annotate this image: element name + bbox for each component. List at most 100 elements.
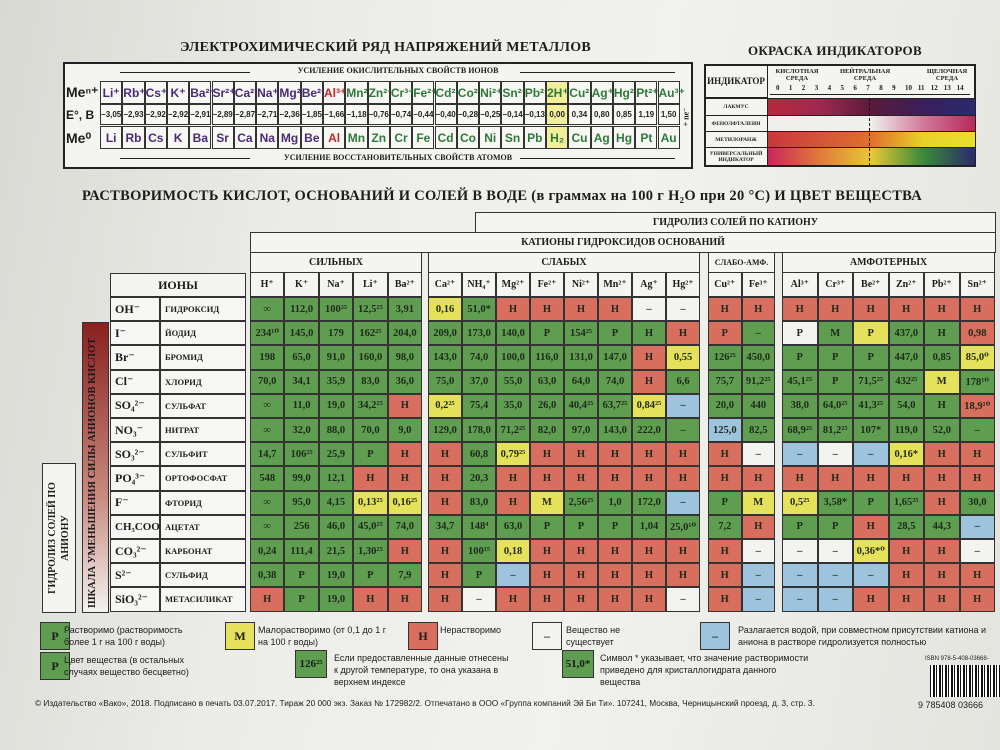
solubility-cell: Н: [632, 345, 666, 370]
solubility-cell: 82,5: [741, 418, 775, 443]
solubility-cell: Н: [496, 466, 530, 491]
solubility-cell: 70,0: [250, 369, 285, 394]
solubility-cell: 25,9: [318, 442, 354, 467]
solubility-cell: Н: [250, 587, 285, 612]
hydrolysis-cation-header: ГИДРОЛИЗ СОЛЕЙ ПО КАТИОНУ: [475, 212, 996, 233]
solubility-cell: 68,9²⁵: [782, 418, 818, 443]
solubility-cell: 55,0: [496, 369, 530, 394]
ion-cell: Mn²⁺: [345, 81, 374, 104]
solubility-cell: 19,0: [318, 563, 354, 588]
solubility-cell: Р: [462, 563, 496, 588]
solubility-cell: 45,0²⁵: [353, 514, 388, 539]
solubility-cell: 20,3: [462, 466, 496, 491]
anion-formula: CH₃COO⁻: [110, 514, 166, 539]
anion-name: МЕТАСИЛИКАТ: [160, 587, 246, 612]
solubility-cell: 12,5²⁵: [353, 297, 388, 322]
solubility-cell: 0,13²⁵: [353, 490, 388, 515]
solubility-cell: Н: [959, 587, 995, 612]
arrow-line: [120, 72, 250, 73]
solubility-cell: 63,0: [496, 514, 530, 539]
ph-tick: 8: [879, 84, 883, 92]
ion-cell: Pb²⁺: [523, 81, 550, 104]
ph-tick: 2: [801, 84, 806, 92]
potential-cell: −2,92: [166, 104, 190, 125]
solubility-cell: 34,1: [284, 369, 319, 394]
electron-label: + ne⁻: [681, 107, 691, 127]
cation-header: Na⁺: [318, 272, 354, 297]
potential-cell: −0,13: [523, 104, 546, 125]
solubility-cell: 14,7: [250, 442, 285, 467]
solubility-cell: Н: [959, 466, 995, 491]
atom-cell: Mg: [278, 126, 301, 149]
solubility-cell: Р: [530, 514, 564, 539]
solubility-cell: Н: [598, 539, 632, 564]
solubility-cell: 0,5²⁵: [782, 490, 818, 515]
legend-text: Символ * указывает, что значение раствор…: [600, 653, 809, 687]
solubility-cell: –: [782, 539, 818, 564]
solubility-cell: –: [741, 321, 775, 346]
acid-label: КИСЛОТНАЯ СРЕДА: [775, 68, 819, 82]
atom-cell: Au: [657, 126, 680, 149]
solubility-cell: –: [959, 418, 995, 443]
solubility-cell: 6,6: [666, 369, 700, 394]
solubility-cell: 1,30²⁵: [353, 539, 388, 564]
solubility-cell: –: [462, 587, 496, 612]
solubility-cell: Н: [496, 490, 530, 515]
solubility-cell: Н: [632, 369, 666, 394]
solubility-cell: Н: [888, 466, 924, 491]
solubility-cell: Р: [817, 514, 853, 539]
atom-cell: Na: [256, 126, 279, 149]
solubility-cell: 30,0: [959, 490, 995, 515]
hydrolysis-anion-label: ГИДРОЛИЗ СОЛЕЙ ПО АНИОНУ: [47, 482, 71, 594]
legend-text: Разлагается водой, при совместном присут…: [738, 625, 987, 647]
solubility-cell: 140,0: [496, 321, 530, 346]
solubility-cell: –: [853, 563, 889, 588]
legend-text: Растворимо (растворимость более 1 г на 1…: [64, 625, 183, 647]
anion-formula: OH⁻: [110, 297, 160, 322]
solubility-cell: 91,0: [318, 345, 354, 370]
solubility-cell: Р: [564, 514, 598, 539]
solubility-cell: Н: [598, 466, 632, 491]
solubility-cell: –: [782, 442, 818, 467]
scale-label: ШКАЛА УМЕНЬШЕНИЯ СИЛЫ АНИОНОВ КИСЛОТ: [87, 337, 98, 608]
potential-cell: −0,44: [412, 104, 435, 125]
arrow-reducing: УСИЛЕНИЕ ВОССТАНОВИТЕЛЬНЫХ СВОЙСТВ АТОМО…: [283, 153, 513, 162]
atom-cell: Sr: [211, 126, 234, 149]
solubility-cell: 0,79²⁵: [496, 442, 530, 467]
solubility-cell: Н: [428, 539, 462, 564]
solubility-cell: Н: [924, 321, 960, 346]
potential-cell: −0,76: [367, 104, 390, 125]
solubility-cell: Н: [888, 297, 924, 322]
electro-row-label: Meⁿ⁺: [66, 84, 99, 100]
solubility-cell: 0,24: [250, 539, 285, 564]
solubility-cell: 83,0: [353, 369, 388, 394]
anion-name: КАРБОНАТ: [160, 539, 246, 564]
solubility-cell: Н: [598, 442, 632, 467]
anion-name: БРОМИД: [160, 345, 246, 370]
solubility-cell: М: [530, 490, 564, 515]
cation-group-header: СЛАБЫХ: [428, 252, 700, 273]
solubility-cell: Н: [666, 321, 700, 346]
anion-formula: Cl⁻: [110, 369, 160, 394]
solubility-cell: 145,0: [284, 321, 319, 346]
neutral-line: [869, 98, 870, 166]
legend-swatch: –: [532, 622, 562, 650]
potential-cell: −0,74: [389, 104, 413, 125]
solubility-cell: Р: [598, 514, 632, 539]
arrow-oxidizing: УСИЛЕНИЕ ОКИСЛИТЕЛЬНЫХ СВОЙСТВ ИОНОВ: [297, 66, 499, 75]
solubility-cell: Р: [782, 514, 818, 539]
solubility-cell: 173,0: [462, 321, 496, 346]
solubility-cell: Н: [632, 539, 666, 564]
solubility-cell: Р: [853, 490, 889, 515]
solubility-cell: 178,0: [462, 418, 496, 443]
solubility-cell: Н: [708, 563, 742, 588]
solubility-cell: 116,0: [530, 345, 564, 370]
legend-swatch: Р: [40, 622, 70, 650]
solubility-cell: Н: [353, 587, 388, 612]
solubility-cell: 222,0: [632, 418, 666, 443]
solubility-cell: Н: [924, 297, 960, 322]
solubility-cell: 0,55: [666, 345, 700, 370]
solubility-cell: 4,15: [318, 490, 354, 515]
arrow-line: [520, 158, 675, 159]
solubility-cell: Н: [564, 466, 598, 491]
